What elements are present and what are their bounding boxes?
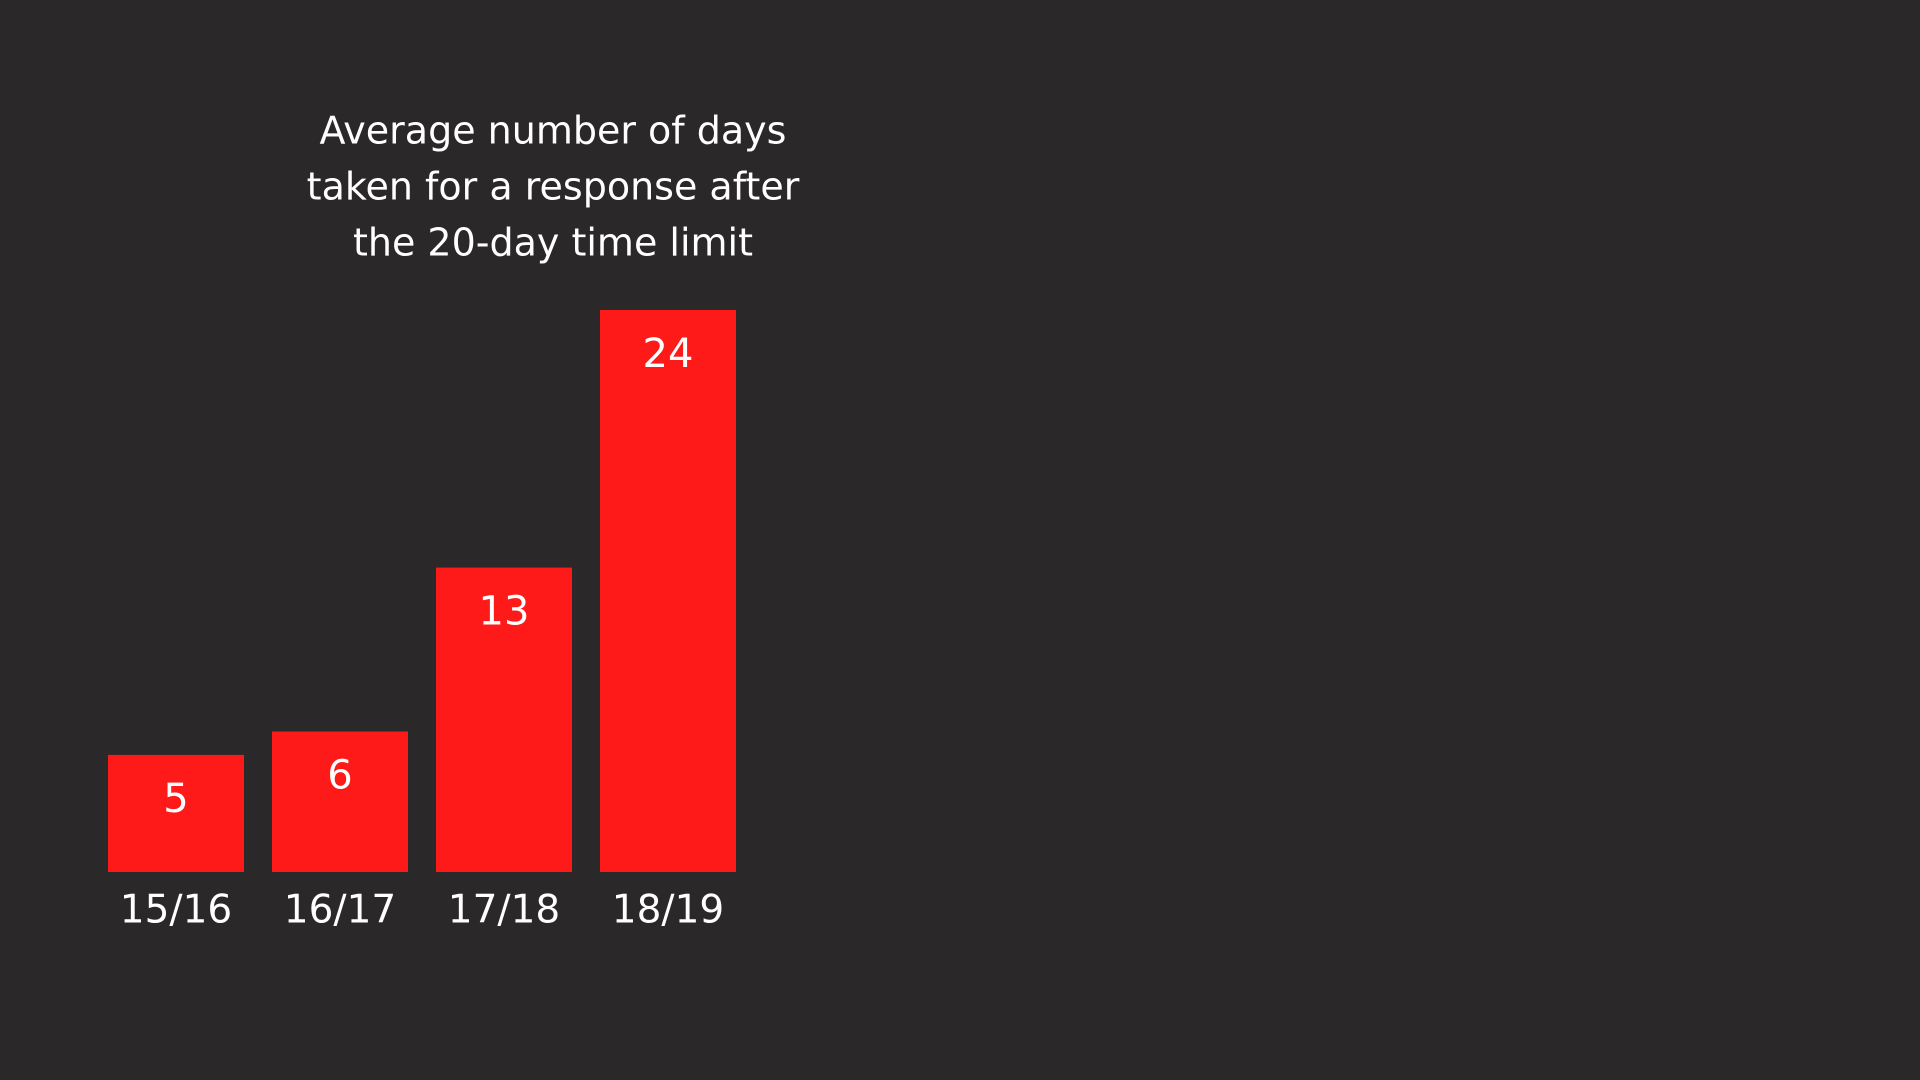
x-tick-label: 16/17 <box>284 888 396 933</box>
bar <box>436 567 572 872</box>
value-label: 13 <box>479 589 530 635</box>
bar <box>600 310 736 872</box>
chart-title: the 20-day time limit <box>353 221 753 265</box>
value-label: 24 <box>643 331 694 377</box>
bar <box>108 754 244 872</box>
x-tick-label: 15/16 <box>120 888 232 933</box>
x-tick-label: 18/19 <box>612 888 724 933</box>
chart-title: Average number of days <box>320 109 787 153</box>
value-label: 5 <box>163 776 188 822</box>
x-tick-label: 17/18 <box>448 888 560 933</box>
bar <box>272 731 408 872</box>
chart-title: taken for a response after <box>307 165 800 209</box>
value-label: 6 <box>327 753 352 799</box>
